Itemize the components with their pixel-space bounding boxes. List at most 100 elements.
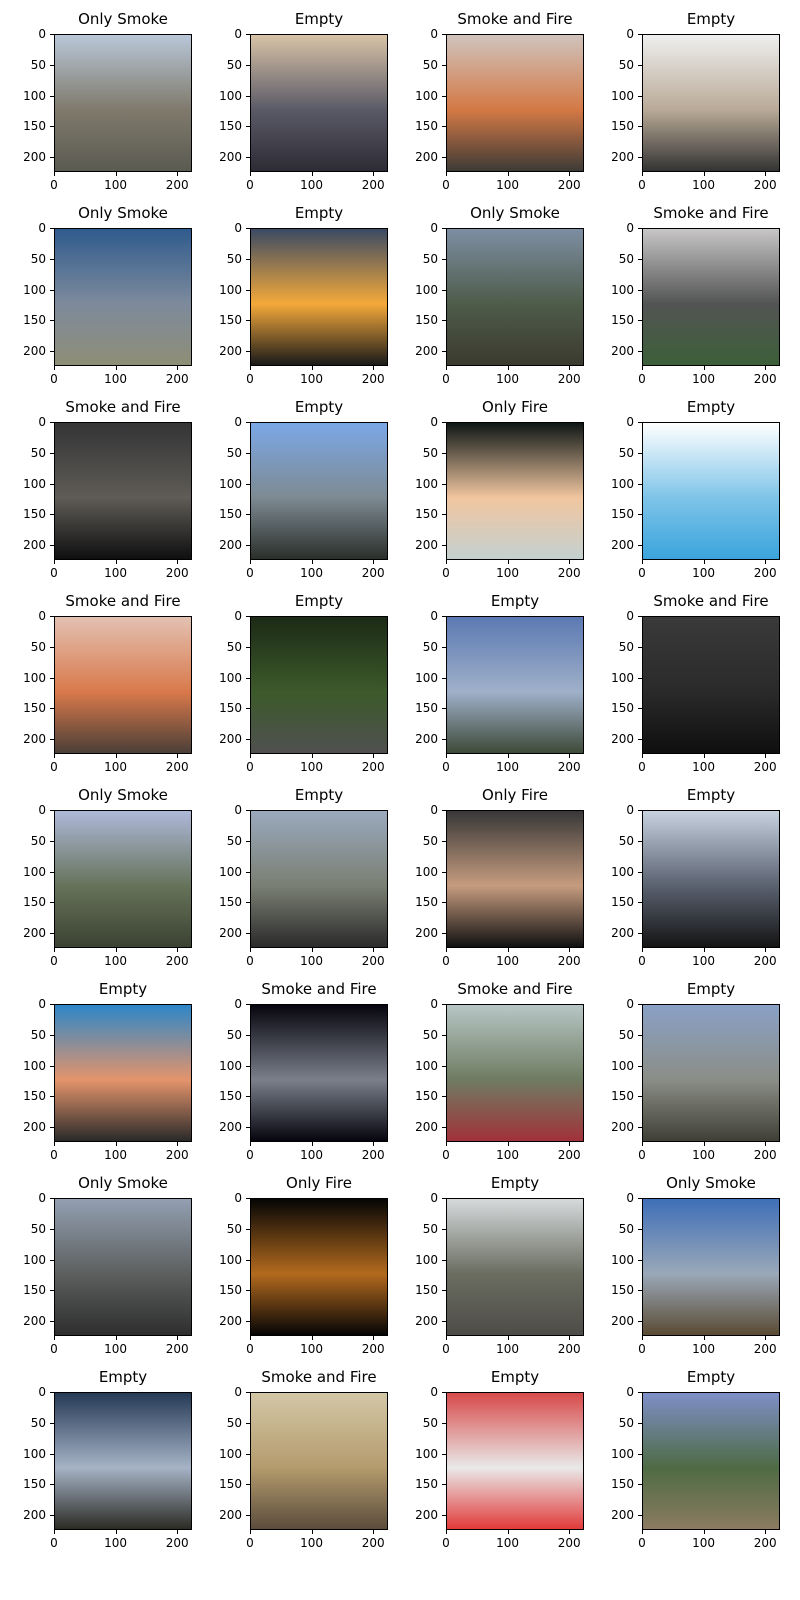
x-tick-mark: [507, 1530, 509, 1534]
y-tick-mark: [50, 1422, 54, 1424]
image-thumbnail: [446, 810, 584, 948]
y-tick-mark: [246, 95, 250, 97]
y-tick-mark: [50, 810, 54, 811]
y-tick-mark: [638, 157, 642, 159]
y-tick-label: 200: [611, 344, 634, 359]
cell-title: Smoke and Fire: [653, 592, 769, 610]
y-tick-label: 50: [226, 1221, 242, 1236]
image-thumbnail: [446, 1004, 584, 1142]
x-tick-mark: [569, 1142, 571, 1146]
y-tick-label: 100: [219, 1446, 242, 1461]
x-tick-label: 100: [300, 566, 324, 580]
y-tick-mark: [442, 228, 446, 229]
y-tick-label: 100: [611, 88, 634, 103]
x-tick-mark: [373, 948, 375, 952]
x-tick-label: 200: [361, 954, 385, 968]
y-tick-label: 50: [30, 1221, 46, 1236]
y-tick-label: 200: [219, 1314, 242, 1329]
y-tick-label: 100: [611, 1252, 634, 1267]
y-tick-label: 50: [422, 833, 438, 848]
y-tick-mark: [638, 1259, 642, 1261]
y-tick-label: 150: [219, 1283, 242, 1298]
y-tick-label: 150: [219, 1477, 242, 1492]
y-tick-label: 0: [38, 1385, 46, 1399]
y-tick-label: 150: [23, 1283, 46, 1298]
cell-title: Empty: [98, 1368, 148, 1386]
cell-title: Empty: [294, 204, 344, 222]
y-tick-label: 50: [422, 445, 438, 460]
y-tick-mark: [246, 1392, 250, 1393]
x-tick-label: 0: [50, 566, 58, 580]
x-tick-mark: [311, 172, 313, 176]
y-tick-mark: [442, 483, 446, 485]
x-tick-mark: [446, 948, 447, 952]
y-tick-mark: [246, 1515, 250, 1517]
image-thumbnail: [642, 810, 780, 948]
x-tick-label: 200: [753, 1536, 777, 1550]
image-thumbnail: [54, 810, 192, 948]
x-tick-mark: [311, 560, 313, 564]
x-tick-label: 100: [104, 566, 128, 580]
x-tick-label: 100: [692, 1536, 716, 1550]
y-tick-mark: [50, 840, 54, 842]
y-tick-mark: [638, 616, 642, 617]
y-tick-label: 0: [626, 803, 634, 817]
y-tick-label: 50: [618, 1221, 634, 1236]
image-thumbnail: [54, 34, 192, 172]
y-tick-label: 100: [219, 88, 242, 103]
x-tick-label: 0: [442, 954, 450, 968]
y-tick-label: 50: [30, 1027, 46, 1042]
x-tick-mark: [373, 1142, 375, 1146]
x-tick-mark: [177, 1142, 179, 1146]
cell-title: Only Smoke: [78, 10, 168, 28]
x-tick-label: 100: [692, 566, 716, 580]
y-tick-label: 150: [23, 313, 46, 328]
x-tick-label: 100: [300, 1148, 324, 1162]
y-tick-mark: [50, 483, 54, 485]
y-tick-mark: [638, 1392, 642, 1393]
x-tick-label: 0: [442, 1148, 450, 1162]
x-tick-mark: [446, 560, 447, 564]
y-tick-mark: [246, 1198, 250, 1199]
x-tick-label: 200: [165, 566, 189, 580]
grid-cell: Empty 0 50 100 150 200 0 100 200: [196, 194, 392, 388]
y-tick-mark: [50, 258, 54, 260]
y-tick-mark: [442, 1096, 446, 1098]
x-tick-mark: [311, 754, 313, 758]
x-tick-label: 200: [165, 178, 189, 192]
x-tick-label: 0: [246, 1148, 254, 1162]
x-tick-label: 200: [753, 954, 777, 968]
y-tick-mark: [442, 616, 446, 617]
y-tick-mark: [50, 933, 54, 935]
y-tick-mark: [638, 34, 642, 35]
x-tick-mark: [177, 1336, 179, 1340]
y-tick-label: 150: [219, 507, 242, 522]
y-tick-mark: [638, 840, 642, 842]
y-tick-mark: [638, 933, 642, 935]
y-tick-mark: [442, 1127, 446, 1129]
y-tick-mark: [442, 1259, 446, 1261]
y-tick-label: 200: [23, 344, 46, 359]
x-tick-label: 100: [496, 178, 520, 192]
y-tick-mark: [638, 646, 642, 648]
image-thumbnail: [642, 1392, 780, 1530]
x-tick-label: 100: [104, 1536, 128, 1550]
y-tick-label: 150: [415, 1283, 438, 1298]
y-tick-label: 50: [618, 251, 634, 266]
y-tick-label: 50: [618, 445, 634, 460]
y-tick-mark: [246, 902, 250, 904]
y-tick-label: 150: [611, 119, 634, 134]
x-tick-mark: [569, 754, 571, 758]
cell-title: Empty: [686, 1368, 736, 1386]
y-tick-mark: [442, 1453, 446, 1455]
x-tick-label: 100: [104, 178, 128, 192]
x-tick-label: 0: [50, 954, 58, 968]
x-tick-mark: [177, 172, 179, 176]
y-tick-mark: [50, 157, 54, 159]
x-tick-mark: [250, 1336, 251, 1340]
x-tick-mark: [569, 366, 571, 370]
x-tick-mark: [642, 1336, 643, 1340]
y-tick-mark: [442, 871, 446, 873]
cell-title: Only Smoke: [78, 204, 168, 222]
y-tick-label: 50: [422, 1221, 438, 1236]
